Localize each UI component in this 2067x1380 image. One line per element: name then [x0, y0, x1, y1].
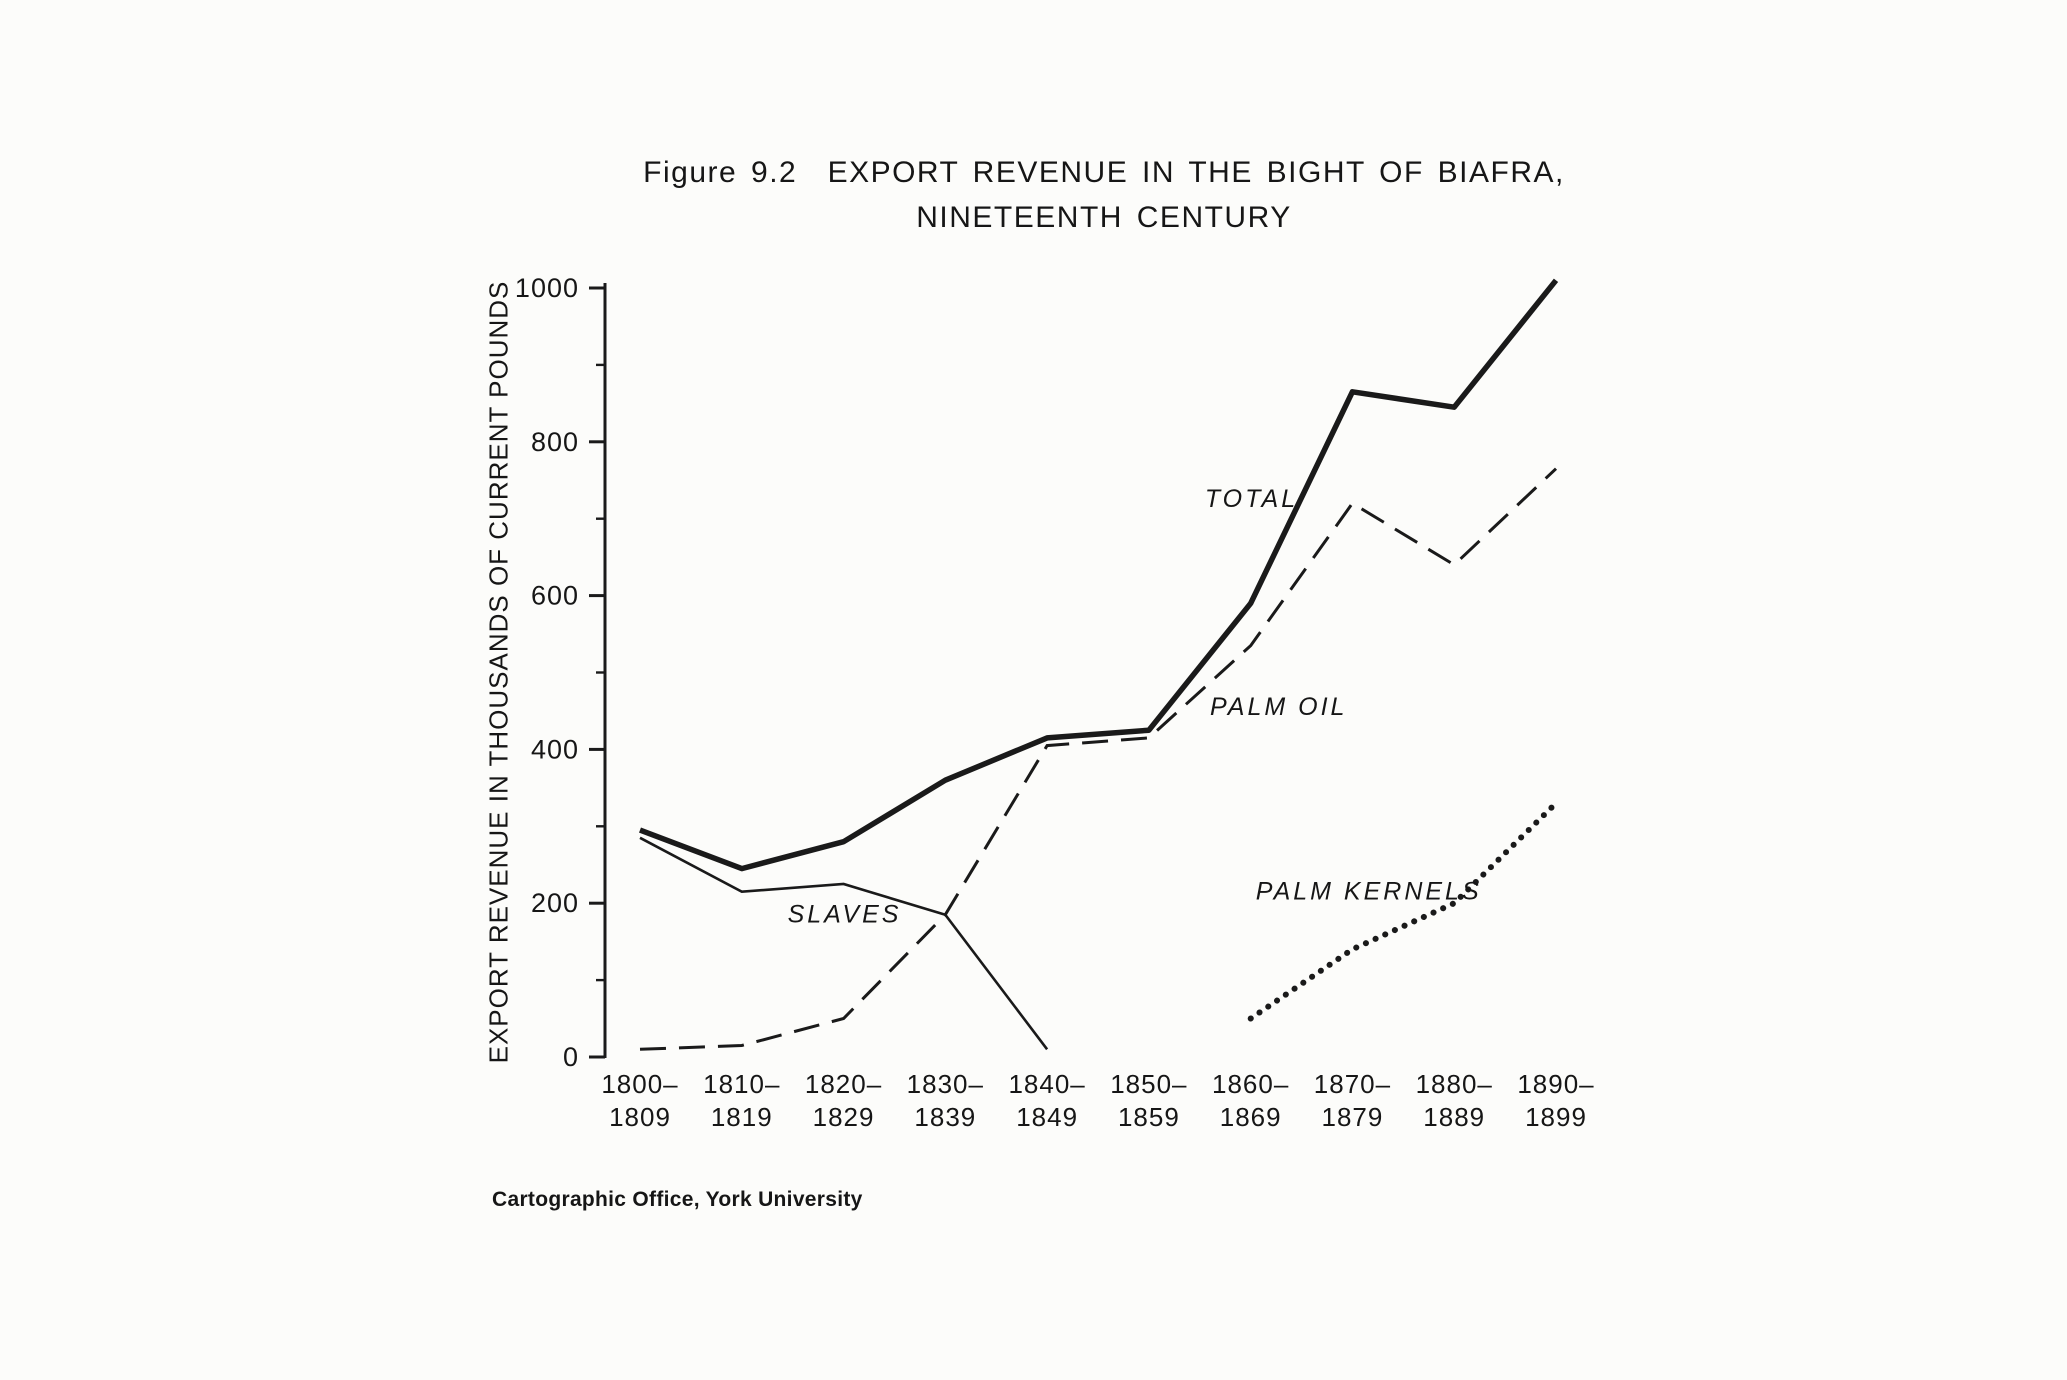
series-label-total: TOTAL	[1205, 485, 1298, 513]
series-line-palm-oil	[639, 467, 1558, 1051]
y-tick-label: 1000	[515, 273, 579, 303]
series-label-palm-oil: PALM OIL	[1210, 693, 1347, 721]
figure-title-line2: NINETEENTH CENTURY	[916, 201, 1292, 234]
series-line-slaves	[639, 836, 1049, 1051]
series-line-total	[639, 278, 1559, 872]
x-tick-label: 1830– 1839	[907, 1069, 984, 1132]
x-tick-label: 1880– 1889	[1416, 1069, 1493, 1132]
series-annotations: TOTAL PALM OIL SLAVES PALM KERNELS	[788, 485, 1482, 928]
y-tick-label: 800	[531, 427, 579, 457]
x-tick-label: 1890– 1899	[1517, 1069, 1594, 1132]
x-tick-label: 1820– 1829	[805, 1069, 882, 1132]
x-tick-label: 1860– 1869	[1212, 1069, 1289, 1132]
y-tick-label: 200	[531, 888, 579, 918]
x-axis-labels: 1800– 1809 1810– 1819 1820– 1829 1830– 1839 1840…	[601, 1069, 1594, 1132]
figure-title-line1: Figure 9.2 EXPORT REVENUE IN THE BIGHT O…	[643, 156, 1565, 189]
y-axis-title: EXPORT REVENUE IN THOUSANDS OF CURRENT P…	[483, 280, 514, 1064]
series-label-palm-kernels: PALM KERNELS	[1256, 877, 1482, 905]
y-tick-label: 600	[531, 581, 579, 611]
x-tick-label: 1870– 1879	[1314, 1069, 1391, 1132]
x-tick-label: 1840– 1849	[1008, 1069, 1085, 1132]
series-line-palm-kernels	[1247, 800, 1559, 1022]
y-axis: 0 200 400 600 800 1000	[515, 273, 607, 1072]
series-label-slaves: SLAVES	[788, 900, 902, 928]
x-tick-label: 1810– 1819	[703, 1069, 780, 1132]
y-tick-label: 400	[531, 734, 579, 764]
x-tick-label: 1850– 1859	[1110, 1069, 1187, 1132]
source-caption: Cartographic Office, York University	[492, 1188, 863, 1211]
y-tick-label: 0	[563, 1042, 579, 1072]
figure-title: Figure 9.2 EXPORT REVENUE IN THE BIGHT O…	[643, 150, 1565, 240]
x-tick-label: 1800– 1809	[601, 1069, 678, 1132]
